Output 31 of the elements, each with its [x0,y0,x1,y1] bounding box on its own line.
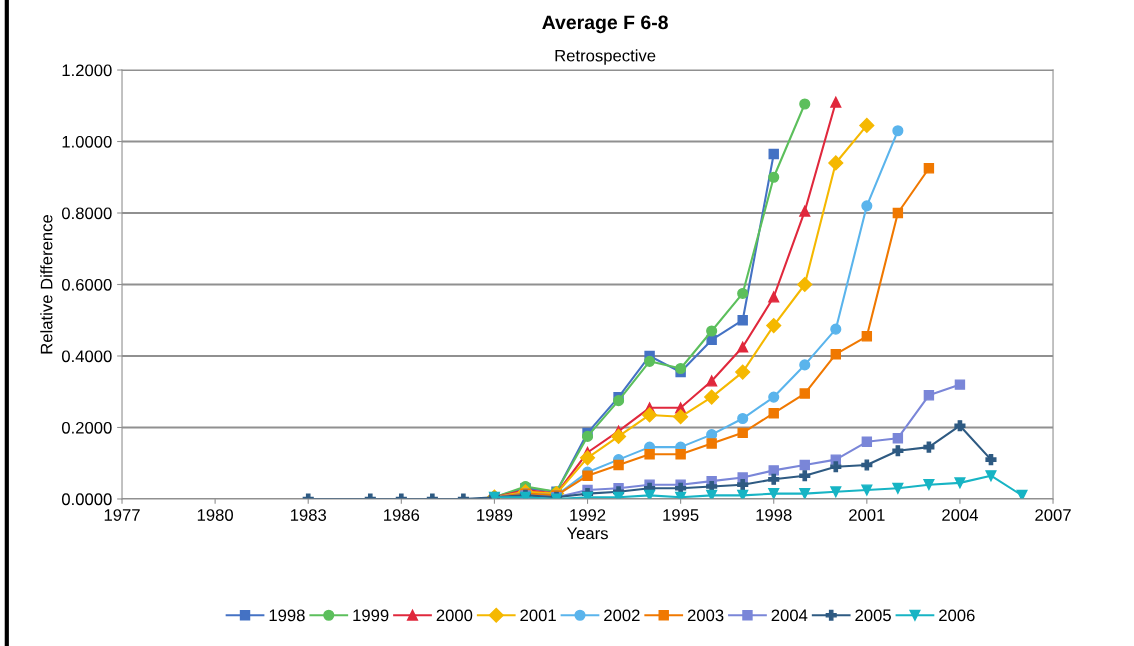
chart-title: Average F 6-8 [542,15,668,34]
y-tick-label: 1.0000 [62,135,112,148]
x-tick-label: 1998 [756,509,792,521]
x-tick-label: 1992 [570,509,606,521]
y-tick-label: 0.0000 [61,493,112,506]
legend-label: 2000 [436,609,473,622]
y-tick-label: 1.2000 [62,64,112,77]
legend-label: 2005 [855,609,891,622]
legend-label: 2001 [520,609,556,622]
x-tick-label: 1995 [663,509,699,521]
x-tick-label: 1980 [197,509,234,521]
y-axis-title: Relative Difference [40,214,53,354]
legend-label: 1998 [269,609,305,622]
legend-label: 1999 [353,609,389,622]
x-tick-label: 1983 [290,509,327,521]
x-axis-title: Years [566,527,608,540]
y-tick-label: 0.4000 [61,350,112,363]
x-tick-label: 1977 [104,509,140,521]
legend-label: 2003 [687,609,724,622]
x-tick-label: 1989 [477,509,513,521]
y-tick-label: 0.6000 [61,278,112,291]
x-tick-label: 1986 [384,509,420,521]
x-tick-label: 2004 [942,509,978,521]
x-tick-label: 2007 [1035,509,1071,521]
legend-label: 2006 [939,609,975,622]
x-tick-label: 2001 [849,509,885,521]
chart-subtitle: Retrospective [555,49,656,65]
y-tick-label: 0.8000 [61,207,112,220]
y-tick-label: 0.2000 [61,421,112,434]
legend-label: 2002 [604,609,640,622]
legend-label: 2004 [771,609,808,622]
